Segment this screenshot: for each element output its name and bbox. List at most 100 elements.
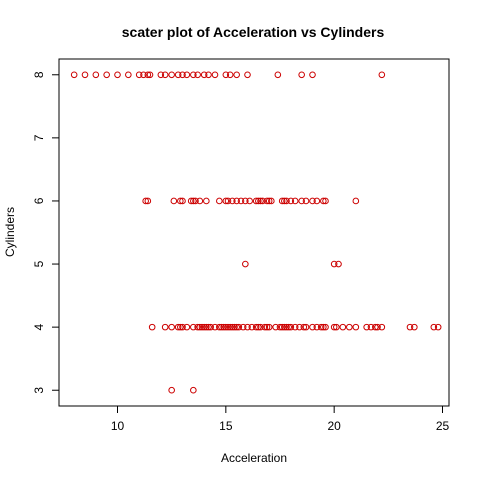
data-point: [272, 323, 279, 331]
data-point: [190, 71, 197, 79]
chart-title: scater plot of Acceleration vs Cylinders: [122, 24, 385, 40]
data-point: [239, 323, 247, 331]
data-point: [246, 197, 253, 205]
data-point: [92, 71, 100, 79]
data-point: [278, 323, 286, 331]
y-tick-label: 6: [32, 197, 46, 204]
data-point: [157, 71, 165, 79]
data-point: [330, 260, 338, 268]
data-point: [434, 323, 442, 331]
data-point: [255, 197, 262, 205]
data-point: [177, 323, 184, 331]
data-point: [274, 71, 282, 79]
y-tick-label: 4: [32, 323, 46, 330]
data-point: [320, 323, 327, 331]
data-point: [287, 323, 295, 331]
data-point: [263, 197, 271, 205]
data-point: [281, 197, 288, 205]
data-point: [179, 71, 186, 79]
data-point: [298, 197, 305, 205]
data-point: [276, 323, 284, 331]
data-point: [352, 323, 360, 331]
data-point: [330, 323, 338, 331]
data-point: [192, 197, 199, 205]
y-tick-label: 3: [32, 387, 46, 394]
data-point: [222, 197, 230, 205]
data-point: [248, 323, 256, 331]
data-point: [224, 197, 232, 205]
y-tick-label: 8: [32, 71, 46, 78]
y-axis-label: Cylinders: [3, 207, 17, 257]
data-point: [283, 323, 290, 331]
data-point: [179, 197, 186, 205]
data-point: [222, 71, 230, 79]
data-point: [322, 197, 329, 205]
data-point: [406, 323, 414, 331]
data-point: [187, 197, 195, 205]
data-point: [198, 323, 206, 331]
data-point: [231, 323, 238, 331]
data-point: [200, 71, 208, 79]
data-point: [411, 323, 418, 331]
y-axis: 3 4 5 6 7 8: [32, 71, 60, 394]
data-point: [265, 323, 273, 331]
data-point: [378, 71, 386, 79]
data-point: [114, 71, 121, 79]
data-point: [233, 71, 240, 79]
data-point: [161, 323, 169, 331]
data-point: [190, 323, 197, 331]
data-point: [278, 197, 286, 205]
data-point: [177, 197, 184, 205]
data-point: [148, 323, 156, 331]
data-point: [352, 197, 360, 205]
data-point: [203, 323, 210, 331]
data-point: [190, 386, 197, 394]
data-point: [309, 71, 316, 79]
data-point: [144, 71, 152, 79]
data-point: [298, 71, 305, 79]
x-tick-label: 25: [436, 419, 450, 433]
data-point: [196, 323, 204, 331]
data-point: [296, 323, 303, 331]
data-point: [183, 323, 191, 331]
data-point: [81, 71, 89, 79]
data-point: [179, 323, 186, 331]
x-axis: 10 15 20 25: [111, 405, 450, 433]
data-point: [194, 323, 201, 331]
data-point: [205, 71, 212, 79]
data-point: [125, 71, 132, 79]
data-point: [333, 323, 340, 331]
data-point: [372, 323, 379, 331]
data-point: [135, 71, 143, 79]
data-point: [144, 197, 152, 205]
data-point: [244, 323, 251, 331]
data-point: [263, 323, 271, 331]
data-point: [205, 323, 212, 331]
data-point: [252, 197, 260, 205]
data-point: [233, 323, 240, 331]
y-tick-label: 7: [32, 134, 46, 141]
data-point: [281, 323, 288, 331]
data-point: [142, 197, 149, 205]
data-point: [211, 71, 219, 79]
data-point: [287, 197, 295, 205]
data-point: [222, 323, 230, 331]
data-point: [235, 323, 243, 331]
data-point: [216, 323, 223, 331]
data-point: [322, 323, 329, 331]
data-point: [161, 71, 169, 79]
data-point: [255, 323, 262, 331]
x-tick-label: 10: [111, 419, 125, 433]
data-point: [200, 323, 208, 331]
data-point: [374, 323, 381, 331]
data-point: [211, 323, 219, 331]
data-point: [218, 323, 225, 331]
data-point: [190, 197, 197, 205]
data-point: [196, 197, 204, 205]
data-point: [216, 197, 223, 205]
data-point: [257, 197, 264, 205]
data-point: [259, 197, 266, 205]
data-point: [309, 197, 316, 205]
data-point: [237, 197, 245, 205]
